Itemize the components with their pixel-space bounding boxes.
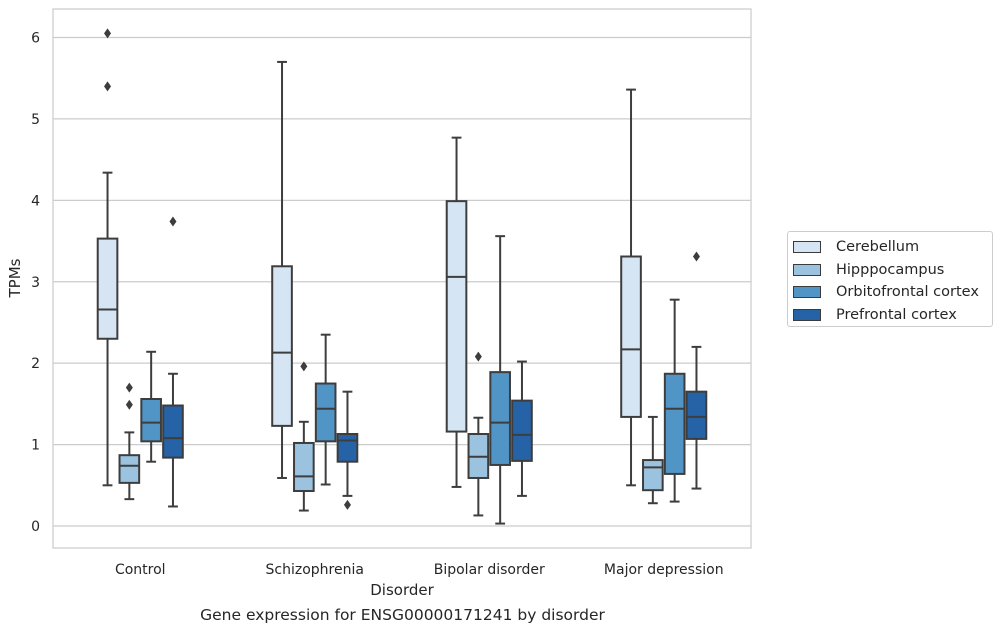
box-iqr bbox=[663, 372, 686, 475]
legend-swatch bbox=[793, 308, 821, 321]
legend-swatch bbox=[793, 286, 821, 299]
x-tick-label: Bipolar disorder bbox=[434, 562, 545, 578]
legend-item: Orbitofrontal cortex bbox=[792, 281, 992, 304]
outlier-point bbox=[125, 382, 133, 393]
box-iqr bbox=[271, 265, 293, 427]
box-prefrontal-cortex-0 bbox=[162, 216, 184, 508]
outlier-point bbox=[169, 216, 177, 227]
legend-swatch bbox=[793, 241, 821, 254]
chart-title: Gene expression for ENSG00000171241 by d… bbox=[200, 606, 605, 624]
y-axis-label: TPMs bbox=[6, 258, 24, 298]
y-tick-label: 5 bbox=[31, 112, 40, 128]
legend: Cerebellum Hipppocampus Orbitofrontal cort… bbox=[787, 231, 993, 327]
box-series bbox=[96, 28, 708, 525]
x-tick-label: Control bbox=[115, 562, 166, 578]
outlier-point bbox=[343, 499, 351, 510]
legend-item: Prefrontal cortex bbox=[792, 304, 992, 327]
legend-label: Hipppocampus bbox=[836, 261, 945, 278]
box-cerebellum-0 bbox=[96, 28, 119, 487]
legend-label: Orbitofrontal cortex bbox=[836, 284, 979, 301]
box-hipppocampus-2 bbox=[467, 351, 490, 517]
box-cerebellum-3 bbox=[620, 88, 642, 487]
outlier-point bbox=[474, 351, 482, 362]
box-hipppocampus-3 bbox=[642, 415, 664, 505]
y-tick-label: 0 bbox=[31, 519, 40, 535]
y-tick-label: 6 bbox=[31, 30, 40, 46]
box-iqr bbox=[293, 441, 315, 493]
y-tick-label: 3 bbox=[31, 275, 40, 291]
box-iqr bbox=[140, 398, 162, 443]
box-iqr bbox=[685, 390, 708, 440]
box-hipppocampus-1 bbox=[293, 361, 315, 512]
box-prefrontal-cortex-1 bbox=[336, 390, 359, 510]
x-tick-label: Major depression bbox=[604, 562, 724, 578]
legend-label: Prefrontal cortex bbox=[836, 306, 957, 323]
x-tick-label: Schizophrenia bbox=[266, 562, 364, 578]
legend-item: Hipppocampus bbox=[792, 259, 992, 282]
box-prefrontal-cortex-2 bbox=[511, 360, 533, 497]
y-tick-labels: 0 1 2 3 4 5 6 bbox=[31, 30, 40, 535]
x-tick-labels: Control Schizophrenia Bipolar disorder Majo… bbox=[115, 562, 724, 578]
box-orbitofrontal-cortex-1 bbox=[314, 333, 337, 486]
box-hipppocampus-0 bbox=[118, 382, 141, 501]
outlier-point bbox=[692, 251, 700, 262]
legend-swatch bbox=[793, 263, 821, 276]
box-orbitofrontal-cortex-3 bbox=[663, 298, 686, 503]
box-iqr bbox=[314, 382, 337, 443]
box-cerebellum-2 bbox=[445, 136, 468, 488]
y-tick-label: 2 bbox=[31, 356, 40, 372]
box-iqr bbox=[445, 200, 468, 433]
box-iqr bbox=[162, 404, 184, 459]
box-orbitofrontal-cortex-0 bbox=[140, 350, 162, 463]
box-iqr bbox=[620, 255, 642, 418]
box-iqr bbox=[489, 371, 511, 466]
box-prefrontal-cortex-3 bbox=[685, 251, 708, 490]
outlier-point bbox=[300, 361, 308, 372]
box-iqr bbox=[96, 237, 119, 340]
y-tick-label: 1 bbox=[31, 438, 40, 454]
y-tick-label: 4 bbox=[31, 193, 40, 209]
outlier-point bbox=[104, 28, 112, 39]
box-cerebellum-1 bbox=[271, 60, 293, 479]
box-iqr bbox=[336, 433, 359, 463]
box-orbitofrontal-cortex-2 bbox=[489, 235, 511, 525]
outlier-point bbox=[104, 81, 112, 92]
x-axis-label: Disorder bbox=[370, 581, 434, 599]
legend-label: Cerebellum bbox=[836, 239, 920, 256]
legend-item: Cerebellum bbox=[792, 236, 992, 259]
box-iqr bbox=[642, 459, 664, 492]
box-iqr bbox=[511, 399, 533, 462]
outlier-point bbox=[125, 399, 133, 410]
box-iqr bbox=[118, 454, 141, 484]
